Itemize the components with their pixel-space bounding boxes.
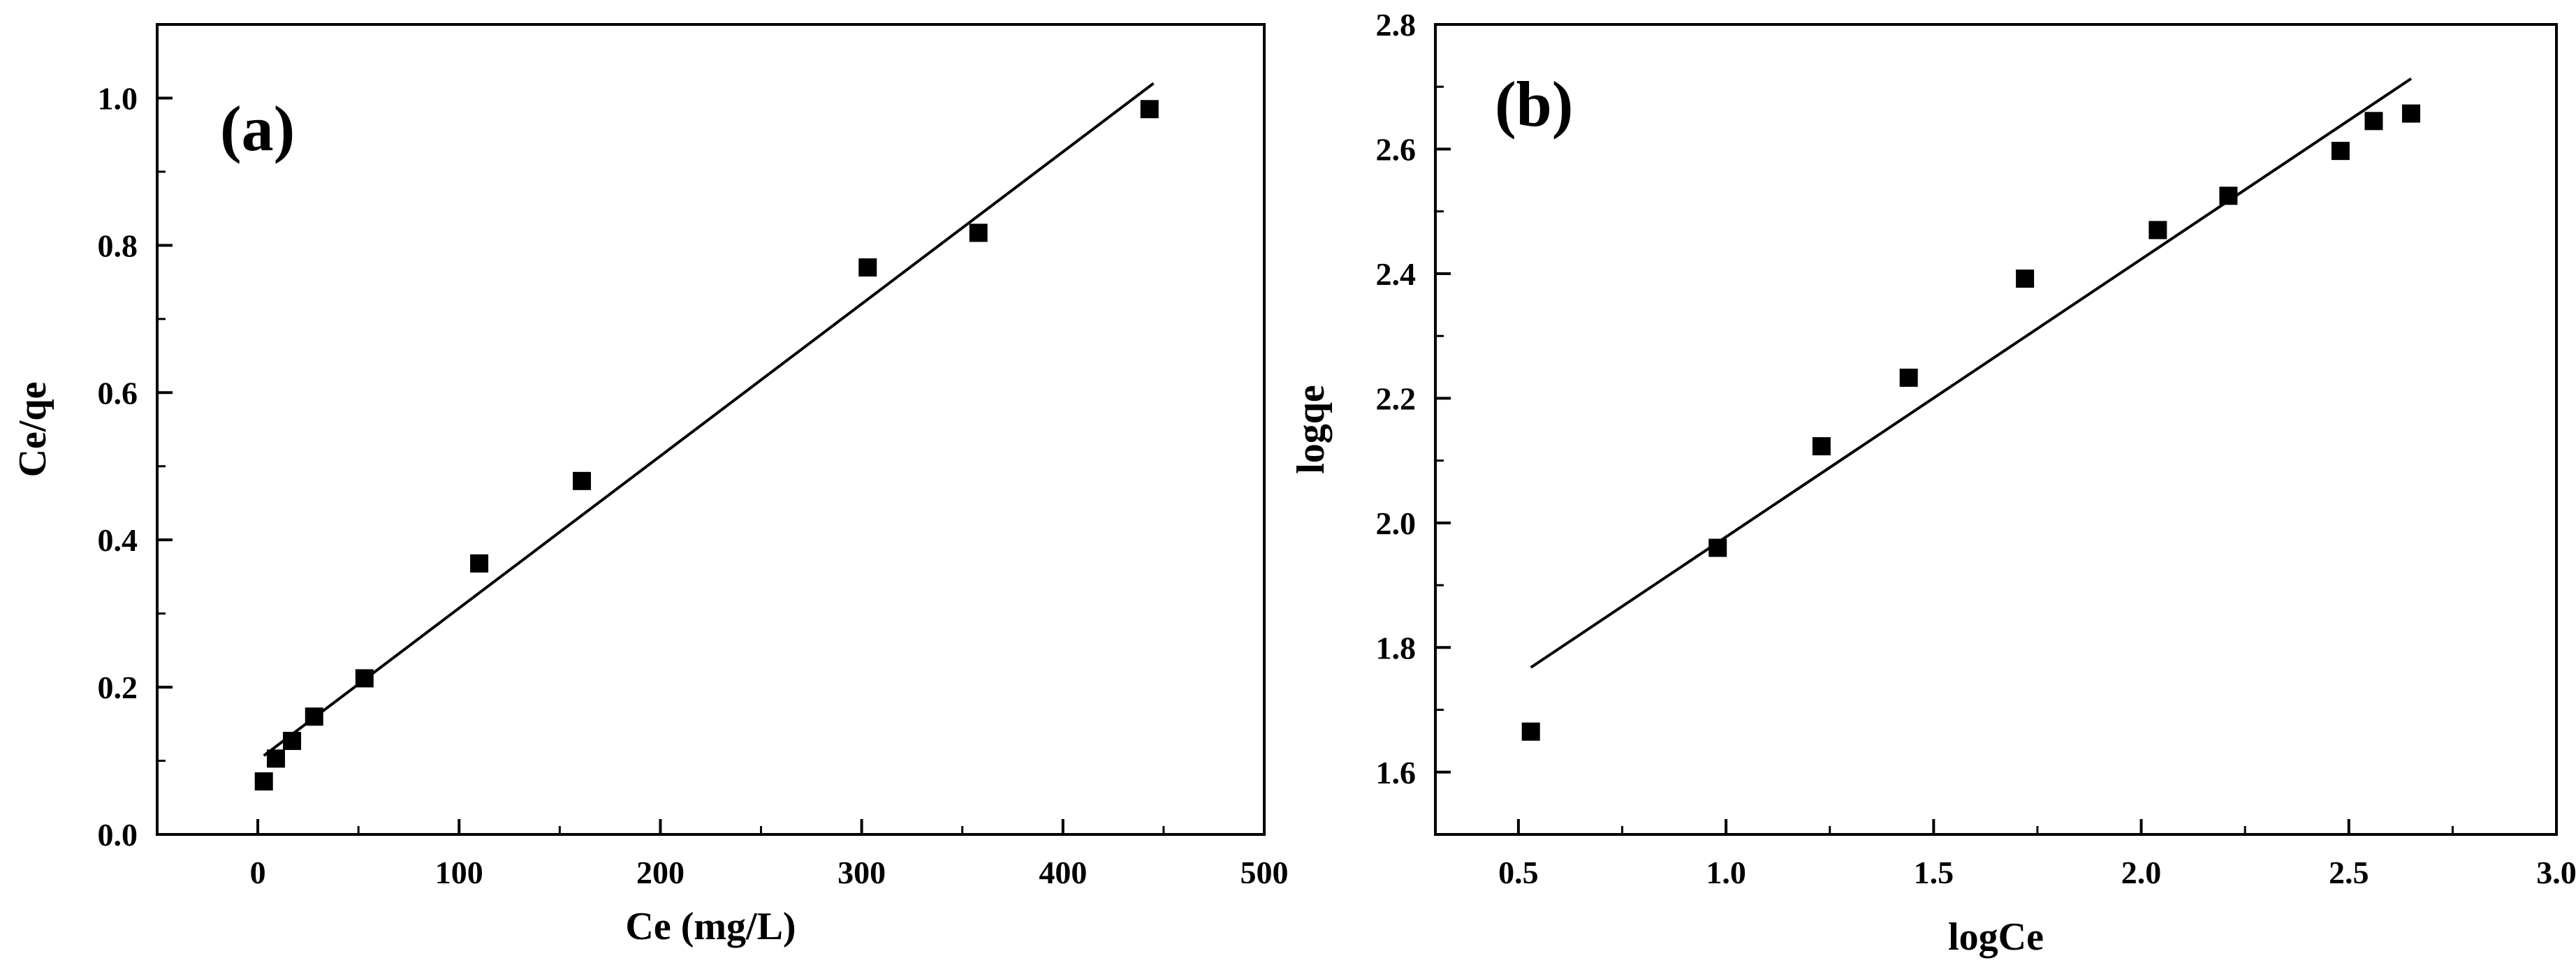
y-tick-label: 0.0	[98, 817, 138, 853]
data-point	[1708, 538, 1727, 557]
data-point	[858, 258, 877, 277]
y-axis-label: logqe	[1289, 385, 1333, 474]
x-axis-label: logCe	[1948, 915, 2044, 959]
x-axis-ticks: 0.5 1.0 1.5 2.0 2.5 3.0	[1498, 819, 2576, 890]
plot-frame	[1434, 23, 2558, 836]
panel-label: (b)	[1495, 68, 1573, 140]
data-point	[1140, 100, 1159, 119]
y-tick-label: 1.6	[1376, 755, 1417, 790]
y-tick-label: 2.8	[1376, 7, 1417, 43]
y-tick-label: 0.8	[98, 228, 138, 263]
data-point	[470, 554, 489, 573]
plot-frame	[156, 23, 1266, 836]
y-axis-ticks: 0.0 0.2 0.4 0.6 0.8 1.0	[98, 80, 173, 853]
y-axis-label: Ce/qe	[11, 382, 54, 478]
data-point	[573, 471, 592, 490]
data-point	[1812, 437, 1831, 456]
data-point	[1899, 368, 1918, 387]
data-points-layer	[254, 100, 1159, 791]
x-tick-label: 3.0	[2536, 855, 2576, 890]
y-tick-label: 0.6	[98, 375, 138, 411]
fit-line-layer	[1530, 77, 2413, 669]
data-point	[254, 772, 273, 791]
data-point	[2149, 221, 2167, 240]
x-tick-label: 200	[636, 855, 685, 890]
y-tick-label: 1.8	[1376, 630, 1417, 665]
y-tick-label: 0.4	[98, 522, 138, 558]
data-point	[283, 732, 302, 751]
x-tick-label: 1.0	[1706, 855, 1746, 890]
x-tick-label: 0.5	[1498, 855, 1539, 890]
x-tick-label: 1.5	[1914, 855, 1954, 890]
y-tick-label: 2.6	[1376, 131, 1417, 167]
panel-label: (a)	[220, 93, 295, 164]
data-point	[305, 707, 323, 726]
x-tick-label: 2.0	[2121, 855, 2162, 890]
chart-panel-a: 0 100 200 300 400 500 0.0 0.2 0.4 0.6 0.8 1.0 Ce (…	[11, 23, 1289, 948]
y-tick-label: 0.2	[98, 670, 138, 705]
x-tick-label: 100	[435, 855, 483, 890]
y-tick-label: 2.2	[1376, 381, 1417, 416]
fit-line	[1530, 77, 2413, 669]
data-point	[2219, 186, 2238, 205]
data-point	[355, 669, 374, 688]
data-point	[2401, 104, 2420, 123]
data-point	[2364, 112, 2383, 131]
x-tick-label: 0	[250, 855, 266, 890]
x-axis-label: Ce (mg/L)	[625, 905, 796, 948]
y-axis-ticks: 1.6 1.8 2.0 2.2 2.4 2.6 2.8	[1376, 7, 1451, 790]
x-tick-label: 2.5	[2329, 855, 2369, 890]
fit-line	[263, 82, 1155, 757]
x-tick-label: 300	[837, 855, 886, 890]
data-point	[267, 749, 286, 768]
data-point	[1521, 722, 1540, 741]
data-point	[2016, 270, 2035, 288]
y-tick-label: 2.0	[1376, 506, 1417, 541]
data-point	[2331, 142, 2350, 161]
chart-panel-b: 0.5 1.0 1.5 2.0 2.5 3.0 1.6 1.8 2.0 2.2 2.4 2.6 2.8…	[1289, 7, 2576, 959]
y-tick-label: 1.0	[98, 80, 138, 116]
y-tick-label: 2.4	[1376, 256, 1417, 292]
x-axis-ticks: 0 100 200 300 400 500	[250, 819, 1289, 890]
data-points-layer	[1521, 104, 2420, 741]
x-tick-label: 500	[1241, 855, 1289, 890]
fit-line-layer	[263, 82, 1155, 757]
x-tick-label: 400	[1039, 855, 1087, 890]
data-point	[969, 223, 988, 242]
